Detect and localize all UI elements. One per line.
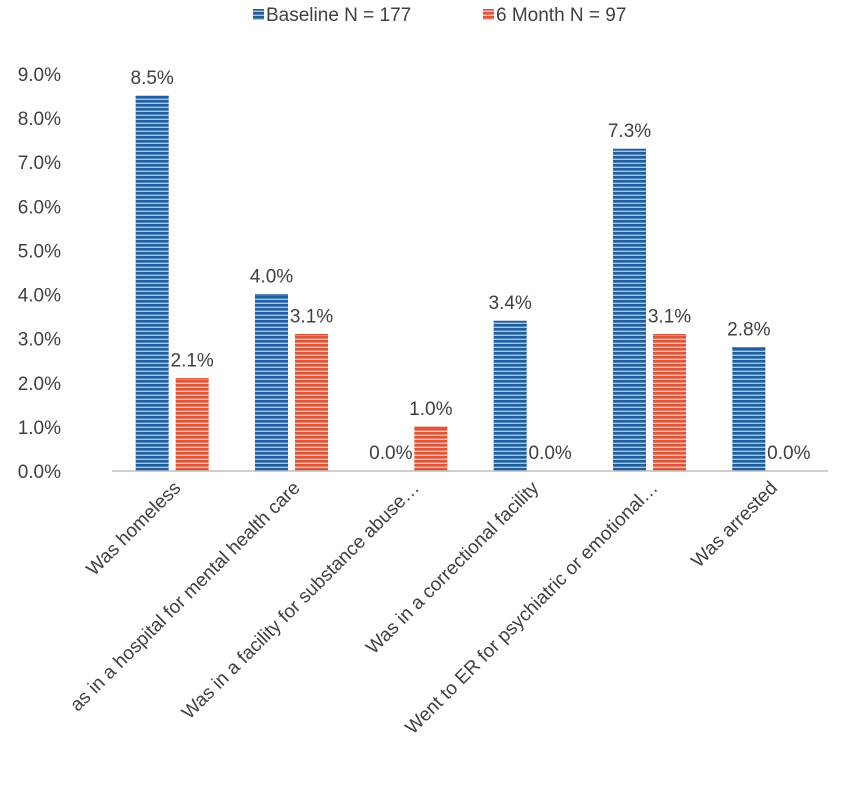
y-tick-label: 1.0%	[18, 418, 61, 439]
bar-series-1-cat-0	[175, 378, 209, 471]
legend-swatch-0	[253, 9, 264, 20]
bar-series-0-cat-0	[135, 96, 169, 472]
bar-series-0-cat-4	[613, 148, 646, 471]
data-label: 0.0%	[529, 443, 572, 464]
bar-series-0-cat-3	[493, 321, 527, 471]
y-tick-label: 6.0%	[18, 197, 61, 218]
y-tick-label: 4.0%	[18, 286, 61, 307]
bar-series-1-cat-2	[414, 426, 448, 471]
y-tick-label: 7.0%	[18, 153, 61, 174]
data-label: 1.0%	[409, 399, 452, 420]
y-tick-label: 3.0%	[18, 330, 61, 351]
y-tick-label: 0.0%	[18, 462, 61, 483]
data-label: 4.0%	[250, 267, 293, 288]
legend: Baseline N = 177 6 Month N = 97	[253, 5, 626, 26]
y-axis: 0.0% 1.0% 2.0% 3.0% 4.0% 5.0% 6.0% 7.0% 8.0% 9.0%	[18, 65, 61, 483]
x-tick-label: Was homeless	[83, 478, 185, 580]
y-tick-label: 2.0%	[18, 374, 61, 395]
bar-series-0-cat-1	[255, 294, 288, 471]
data-label: 3.1%	[648, 306, 691, 327]
x-tick-label: Was arrested	[688, 478, 782, 572]
legend-swatch-1	[483, 9, 494, 20]
y-tick-label: 5.0%	[18, 241, 61, 262]
data-label: 0.0%	[369, 443, 412, 464]
x-tick-label: Was in a facility for substance abuse…	[178, 478, 424, 724]
bars	[135, 95, 766, 472]
x-tick-label: Went to ER for psychiatric or emotional…	[402, 478, 663, 739]
legend-label-1: 6 Month N = 97	[496, 5, 626, 26]
bar-series-0-cat-5	[732, 347, 766, 471]
data-label: 2.8%	[727, 319, 770, 340]
data-label: 7.3%	[608, 121, 651, 142]
y-tick-label: 8.0%	[18, 109, 61, 130]
data-label: 3.1%	[290, 306, 333, 327]
bar-series-1-cat-4	[653, 334, 686, 471]
x-tick-label: as in a hospital for mental health care	[66, 478, 304, 716]
data-label: 2.1%	[171, 350, 214, 371]
data-labels: 8.5% 4.0% 0.0% 3.4% 7.3% 2.8% 2.1% 3.1% 1.0% 0.0%…	[131, 68, 811, 464]
y-tick-label: 9.0%	[18, 65, 61, 86]
data-label: 8.5%	[131, 68, 174, 89]
legend-label-0: Baseline N = 177	[266, 5, 411, 26]
bar-series-1-cat-1	[295, 334, 328, 471]
data-label: 0.0%	[767, 443, 810, 464]
data-label: 3.4%	[489, 293, 532, 314]
